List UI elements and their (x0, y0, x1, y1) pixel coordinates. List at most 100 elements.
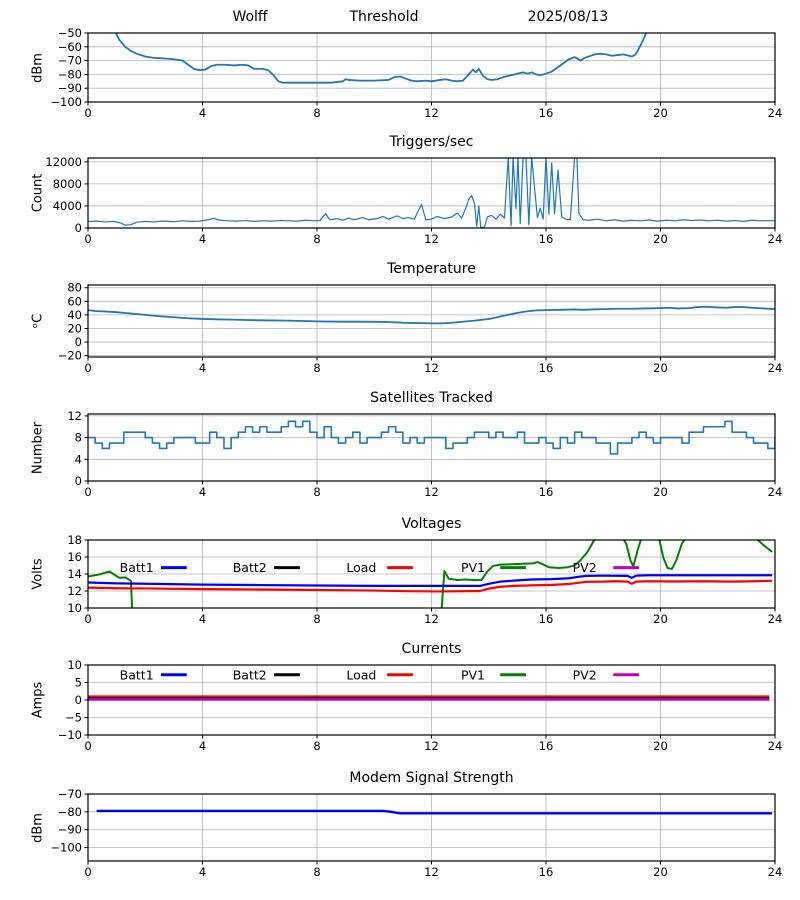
x-tick-label: 8 (313, 612, 320, 626)
x-tick-label: 12 (424, 612, 439, 626)
y-tick-label: −50 (58, 26, 82, 40)
y-tick-label: −80 (58, 67, 82, 81)
y-tick-label: 8 (75, 431, 82, 445)
triggers-plot: 0 4 8 12 16 20 24 0 4000 8000 12000 (45, 155, 782, 246)
panel-title: Currents (401, 641, 462, 657)
x-tick-label: 8 (313, 232, 320, 246)
x-tick-label: 16 (539, 232, 554, 246)
x-tick-label: 0 (84, 739, 91, 753)
y-tick-label: 16 (67, 550, 82, 564)
x-tick-label: 0 (84, 106, 91, 120)
y-tick-label: 0 (75, 693, 82, 707)
x-tick-label: 12 (424, 485, 439, 499)
y-tick-label: −80 (58, 805, 82, 819)
series-temperature-c (88, 305, 775, 325)
y-tick-label: 12 (67, 584, 82, 598)
y-tick-label: 10 (67, 658, 82, 672)
x-tick-label: 16 (539, 865, 554, 879)
voltages-plot: Batt1 Batt2 Load PV1 PV2 0 4 8 12 16 20 24 10 12 14 16 1… (67, 533, 782, 626)
satellites-plot: 0 4 8 12 16 20 24 0 4 8 12 (67, 409, 782, 499)
y-tick-label: 80 (67, 281, 82, 295)
y-tick-label: 8000 (53, 177, 82, 191)
modem-plot: 0 4 8 12 16 20 24 −100 −90 −80 −70 (50, 787, 782, 879)
series-satellites-tracked (88, 420, 775, 455)
title-station: Wolff (232, 9, 268, 25)
x-tick-label: 0 (84, 232, 91, 246)
series-load-volts (88, 579, 773, 593)
legend-label-load: Load (346, 560, 376, 575)
x-tick-label: 20 (653, 361, 668, 375)
x-tick-label: 4 (199, 361, 206, 375)
x-tick-label: 4 (199, 232, 206, 246)
y-tick-label: −70 (58, 54, 82, 68)
x-tick-label: 4 (199, 106, 206, 120)
y-tick-label: 5 (75, 676, 82, 690)
panel-title: Voltages (401, 516, 462, 532)
panel-title: Modem Signal Strength (349, 770, 514, 786)
legend-label-batt2: Batt2 (233, 560, 267, 575)
y-tick-label: 14 (67, 567, 82, 581)
y-tick-label: −60 (58, 40, 82, 54)
y-tick-label: 0 (75, 221, 82, 235)
legend-label-batt1: Batt1 (120, 667, 154, 682)
legend-label-batt2: Batt2 (233, 667, 267, 682)
x-tick-label: 8 (313, 361, 320, 375)
panel-title: Satellites Tracked (370, 390, 493, 406)
y-axis-label: Number (30, 421, 46, 474)
x-tick-label: 24 (768, 739, 783, 753)
x-tick-label: 4 (199, 865, 206, 879)
x-tick-label: 24 (768, 361, 783, 375)
legend-label-pv1: PV1 (461, 667, 485, 682)
x-tick-label: 4 (199, 739, 206, 753)
x-tick-label: 0 (84, 612, 91, 626)
panel-title: Temperature (387, 261, 476, 277)
y-axis-label: Count (30, 173, 46, 213)
x-tick-label: 16 (539, 612, 554, 626)
wolff-threshold-plot: 0 4 8 12 16 20 24 −100−90−80−70−60−50 (50, 26, 782, 120)
y-axis-label: Amps (30, 681, 46, 719)
x-tick-label: 8 (313, 485, 320, 499)
y-tick-label: 10 (67, 601, 82, 615)
y-tick-label: −100 (50, 841, 82, 855)
panel-title: Triggers/sec (389, 134, 474, 150)
series-modem-signal-dbm (96, 809, 773, 815)
x-tick-label: 20 (653, 612, 668, 626)
title-metric: Threshold (349, 9, 419, 25)
x-tick-label: 24 (768, 485, 783, 499)
legend-label-load: Load (346, 667, 376, 682)
title-date: 2025/08/13 (527, 9, 609, 25)
x-tick-label: 24 (768, 865, 783, 879)
x-tick-label: 4 (199, 485, 206, 499)
x-tick-label: 24 (768, 612, 783, 626)
y-tick-label: 12 (67, 409, 82, 423)
x-tick-label: 0 (84, 361, 91, 375)
y-tick-label: 0 (75, 335, 82, 349)
y-tick-label: 60 (67, 294, 82, 308)
y-tick-label: −10 (58, 728, 82, 742)
y-tick-label: −20 (58, 349, 82, 363)
x-tick-label: 24 (768, 106, 783, 120)
x-tick-label: 8 (313, 865, 320, 879)
series-pv1-volts (88, 540, 773, 608)
x-tick-label: 12 (424, 739, 439, 753)
x-tick-label: 16 (539, 485, 554, 499)
y-tick-label: −90 (58, 81, 82, 95)
x-tick-label: 0 (84, 485, 91, 499)
x-tick-label: 12 (424, 361, 439, 375)
y-tick-label: 4000 (53, 199, 82, 213)
x-tick-label: 16 (539, 106, 554, 120)
y-tick-label: −100 (50, 95, 82, 109)
legend-label-batt1: Batt1 (120, 560, 154, 575)
legend-label-pv2: PV2 (573, 667, 597, 682)
series-batt1-volts (88, 574, 773, 587)
y-axis-label: ᵒC (30, 313, 46, 329)
x-tick-label: 20 (653, 106, 668, 120)
x-tick-label: 24 (768, 232, 783, 246)
x-tick-label: 0 (84, 865, 91, 879)
series-wolff-threshold-dbm (114, 33, 648, 84)
series-triggers-per-sec (88, 158, 775, 228)
x-tick-label: 20 (653, 485, 668, 499)
y-axis-label: dBm (30, 812, 46, 843)
